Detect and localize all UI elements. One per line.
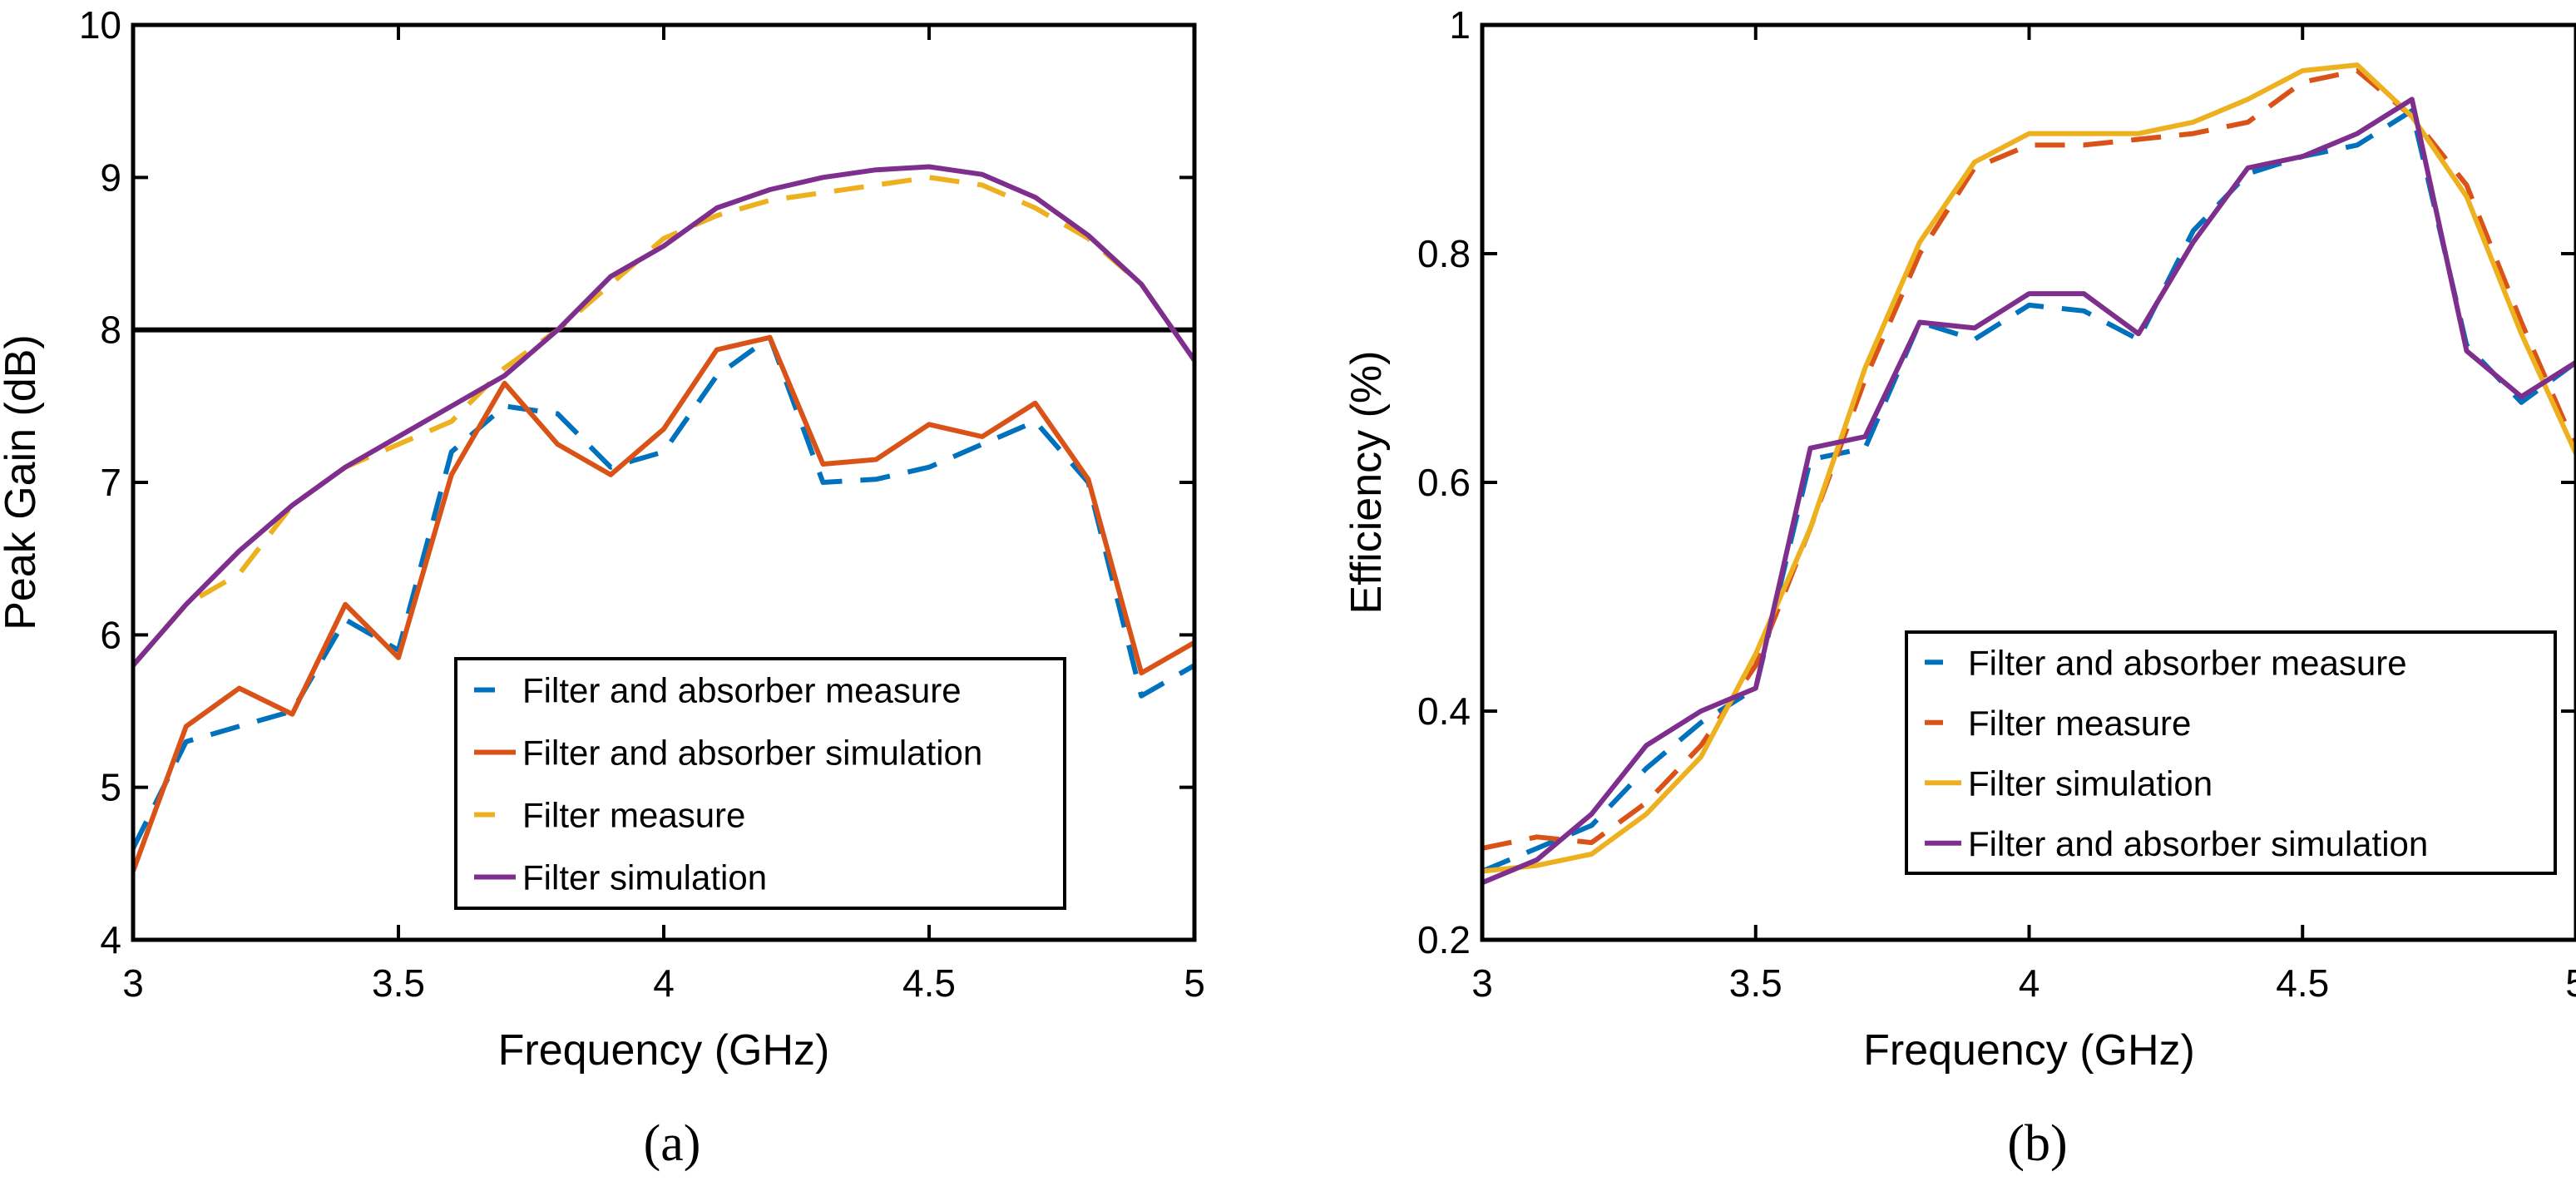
panel-a-peak-gain-chart: 3 3.5 4 4.5 5 4 5 6 7 8 9 10 Frequency (GHz) Peak Gai… [0, 3, 1205, 1172]
y-tick-label: 7 [100, 461, 121, 504]
x-tick-label: 4.5 [902, 961, 956, 1005]
y-tick-label: 9 [100, 156, 121, 199]
x-tick-label: 3.5 [372, 961, 425, 1005]
legend-entry-label: Filter and absorber simulation [522, 734, 982, 773]
x-axis-label: Frequency (GHz) [1863, 1026, 2195, 1075]
y-tick-label: 10 [79, 3, 121, 47]
x-tick-label: 4 [653, 961, 675, 1005]
x-tick-label: 4.5 [2276, 961, 2329, 1005]
y-axis-label: Efficiency (%) [1342, 351, 1391, 615]
x-tick-label: 5 [2565, 961, 2576, 1005]
y-tick-label: 0.4 [1417, 689, 1471, 733]
y-tick-label: 0.8 [1417, 232, 1471, 275]
legend-entry-label: Filter and absorber measure [1968, 643, 2407, 682]
series-line-filter-and-absorber-measure [1482, 108, 2576, 874]
y-tick-label: 4 [100, 918, 121, 961]
x-axis-label: Frequency (GHz) [498, 1026, 830, 1075]
series-line-filter-simulation [1482, 62, 2576, 874]
panel-caption: (a) [644, 1115, 701, 1172]
panel-b-efficiency-chart: 3 3.5 4 4.5 5 0.2 0.4 0.6 0.8 1 Frequency (GHz) Eff… [1342, 3, 2576, 1172]
y-tick-label: 6 [100, 613, 121, 656]
x-tick-label: 3.5 [1729, 961, 1782, 1005]
legend-box [454, 657, 1066, 910]
series-line-filter-and-absorber-simulation [1482, 96, 2576, 886]
y-tick-label: 1 [1449, 3, 1471, 47]
legend-entry-label: Filter and absorber simulation [1968, 824, 2428, 863]
legend-entry-label: Filter and absorber measure [522, 671, 962, 710]
series-line-filter-measure [1482, 68, 2576, 851]
y-tick-label: 0.6 [1417, 461, 1471, 504]
x-tick-label: 3 [1471, 961, 1493, 1005]
legend: Filter and absorber measure Filter and ab… [454, 657, 1066, 910]
y-tick-label: 0.2 [1417, 918, 1471, 961]
y-tick-label: 8 [100, 309, 121, 352]
legend-entry-label: Filter measure [1968, 704, 2191, 743]
x-tick-label: 3 [122, 961, 144, 1005]
series-line-filter-and-absorber-simulation [133, 334, 1194, 872]
legend-entry-label: Filter simulation [522, 858, 767, 897]
data-layer [1482, 62, 2576, 886]
x-tick-label: 4 [2019, 961, 2040, 1005]
legend: Filter and absorber measure Filter measur… [1905, 630, 2557, 875]
y-axis-label: Peak Gain (dB) [0, 334, 45, 630]
legend-entry-label: Filter simulation [1968, 763, 2213, 803]
panel-caption: (b) [2007, 1115, 2067, 1172]
x-tick-label: 5 [1184, 961, 1205, 1005]
series-line-filter-simulation [133, 164, 1194, 667]
y-tick-label: 5 [100, 766, 121, 809]
legend-box [1905, 630, 2557, 875]
data-layer [133, 164, 1194, 872]
legend-entry-label: Filter measure [522, 796, 745, 835]
